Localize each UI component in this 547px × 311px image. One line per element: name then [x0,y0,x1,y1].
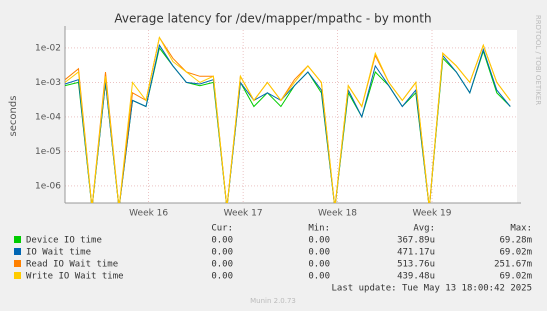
legend-value: 0.00 [308,236,330,246]
chart-title: Average latency for /dev/mapper/mpathc -… [114,12,431,26]
legend-label: Device IO time [26,236,102,246]
x-tick-label: Week 17 [224,209,263,219]
x-tick-label: Week 19 [413,209,452,219]
y-tick-label: 1e-04 [35,112,61,122]
legend-swatch [14,248,21,255]
legend-header: Cur: [211,224,233,234]
legend-value: 0.00 [211,272,233,282]
legend-swatch [14,272,21,279]
plot-lines [65,36,511,203]
legend-header: Min: [308,224,330,234]
x-tick-label: Week 16 [129,209,168,219]
y-tick-label: 1e-02 [35,43,61,53]
x-tick-label: Week 18 [318,209,357,219]
y-tick-label: 1e-03 [35,78,61,88]
generator: Munin 2.0.73 [250,297,296,305]
legend-value: 471.17u [397,248,435,258]
legend-swatch [14,260,21,267]
legend-header: Max: [510,224,532,234]
plot-area [65,30,517,203]
watermark: RRDTOOL / TOBI OETIKER [534,15,542,105]
y-tick-label: 1e-06 [35,181,61,191]
legend-value: 0.00 [308,248,330,258]
legend-label: Read IO Wait time [26,260,118,270]
legend-value: 0.00 [211,248,233,258]
legend-label: Write IO Wait time [26,272,124,282]
legend-value: 0.00 [308,260,330,270]
legend-value: 0.00 [308,272,330,282]
series-line [65,36,511,203]
legend-value: 69.02m [499,248,532,258]
legend-value: 0.00 [211,236,233,246]
legend-header: Avg: [413,224,435,234]
legend-value: 439.48u [397,272,435,282]
legend-value: 69.28m [499,236,532,246]
legend-value: 513.76u [397,260,435,270]
legend-swatch [14,236,21,243]
y-axis-label: seconds [8,96,19,137]
y-tick-label: 1e-05 [35,147,61,157]
legend-value: 367.89u [397,236,435,246]
legend-value: 251.67m [494,260,532,270]
legend-value: 0.00 [211,260,233,270]
legend-label: IO Wait time [26,248,91,258]
legend-value: 69.02m [499,272,532,282]
last-update: Last update: Tue May 13 18:00:42 2025 [332,284,532,294]
